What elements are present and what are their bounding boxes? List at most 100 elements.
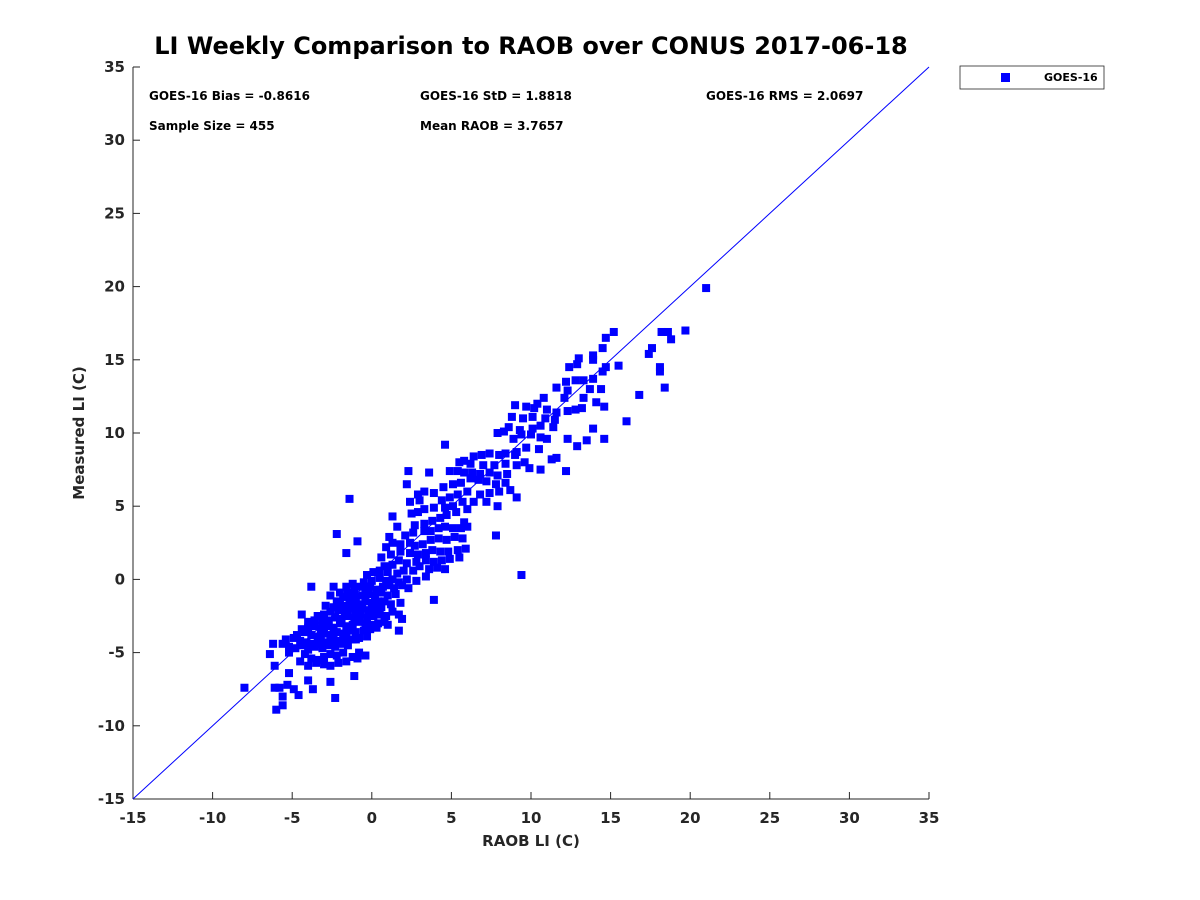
data-point — [491, 480, 500, 489]
data-point — [452, 508, 461, 517]
data-point — [426, 535, 435, 544]
data-point — [347, 604, 356, 613]
data-point — [420, 519, 429, 528]
data-point — [530, 404, 539, 413]
data-point — [285, 642, 294, 651]
data-point — [339, 592, 348, 601]
data-point — [509, 434, 518, 443]
sample-size-annotation: Sample Size = 455 — [149, 119, 275, 133]
data-point — [436, 547, 445, 556]
data-point — [421, 549, 430, 558]
data-point — [351, 592, 360, 601]
data-point — [353, 654, 362, 663]
data-point — [562, 467, 571, 476]
data-point — [334, 606, 343, 615]
data-point — [342, 657, 351, 666]
data-point — [331, 642, 340, 651]
data-point — [291, 644, 300, 653]
data-point — [304, 661, 313, 670]
data-point — [348, 620, 357, 629]
x-tick-label: 15 — [600, 809, 621, 827]
data-point — [366, 625, 375, 634]
data-point — [355, 648, 364, 657]
data-point — [348, 579, 357, 588]
data-point — [300, 628, 309, 637]
data-point — [577, 404, 586, 413]
data-point — [681, 326, 690, 335]
data-point — [339, 629, 348, 638]
x-tick-label: 5 — [446, 809, 456, 827]
data-point — [412, 576, 421, 585]
data-point — [342, 582, 351, 591]
data-point — [297, 641, 306, 650]
data-point — [415, 496, 424, 505]
data-point — [485, 489, 494, 498]
data-point — [335, 600, 344, 609]
data-point — [614, 361, 623, 370]
data-point — [361, 584, 370, 593]
data-point — [358, 604, 367, 613]
data-point — [407, 509, 416, 518]
data-point — [453, 490, 462, 499]
data-point — [563, 386, 572, 395]
data-point — [468, 468, 477, 477]
data-point — [413, 550, 422, 559]
data-point — [374, 597, 383, 606]
data-point — [421, 556, 430, 565]
data-point — [476, 469, 485, 478]
data-point — [320, 610, 329, 619]
data-point — [351, 606, 360, 615]
data-point — [660, 383, 669, 392]
data-point — [364, 590, 373, 599]
data-point — [504, 423, 513, 432]
data-point — [600, 402, 609, 411]
data-point — [318, 644, 327, 653]
data-point — [463, 505, 472, 514]
data-point — [512, 493, 521, 502]
data-point — [460, 468, 469, 477]
data-point — [331, 613, 340, 622]
data-point — [399, 566, 408, 575]
data-point — [533, 399, 542, 408]
data-point — [539, 393, 548, 402]
data-point — [342, 633, 351, 642]
data-point — [329, 623, 338, 632]
data-point — [358, 591, 367, 600]
data-point — [285, 669, 294, 678]
data-point — [391, 590, 400, 599]
data-point — [455, 458, 464, 467]
data-point — [367, 620, 376, 629]
data-point — [348, 598, 357, 607]
data-point — [460, 518, 469, 527]
data-point — [493, 429, 502, 437]
data-point — [410, 541, 419, 550]
data-point — [635, 390, 644, 399]
data-point — [413, 508, 422, 517]
data-point — [326, 607, 335, 616]
data-point — [579, 376, 588, 385]
data-point — [441, 522, 450, 531]
data-point — [313, 612, 322, 620]
data-point — [398, 614, 407, 623]
data-point — [479, 461, 488, 470]
data-point — [294, 691, 303, 700]
data-point — [270, 683, 279, 692]
data-point — [534, 445, 543, 454]
data-point — [361, 651, 370, 660]
data-point — [476, 490, 485, 499]
data-point — [433, 563, 442, 572]
data-point — [402, 480, 411, 489]
data-point — [527, 430, 535, 439]
axis-ticks: -15 -10 -5 0 5 10 15 20 25 30 35 -15 -10 -5 0 5 10 15 20 25… — [98, 58, 940, 827]
data-point — [560, 393, 569, 402]
data-point — [382, 612, 391, 620]
x-tick-label: 30 — [839, 809, 860, 827]
data-point — [550, 415, 559, 424]
x-tick-label: 20 — [680, 809, 701, 827]
data-point — [363, 571, 372, 580]
data-point — [332, 530, 341, 539]
data-point — [331, 693, 340, 702]
data-point — [402, 575, 411, 584]
legend-label-goes16: GOES-16 — [1044, 71, 1098, 84]
data-point — [547, 455, 556, 464]
